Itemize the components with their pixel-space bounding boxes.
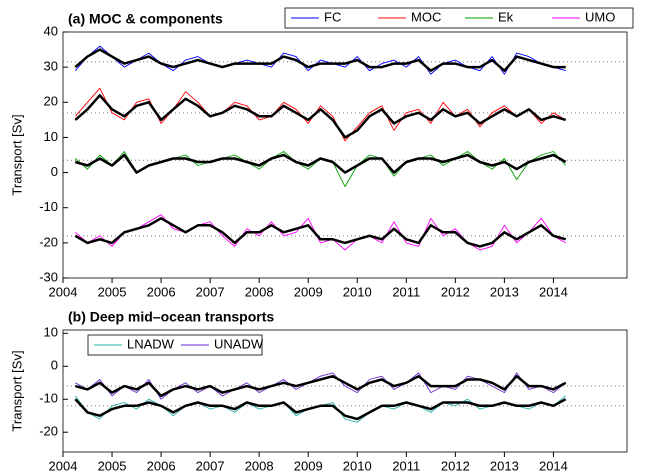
x-tick-label: 2008 [245,458,274,473]
x-tick-label: 2008 [245,284,274,299]
smoothed-line [74,398,567,421]
x-tick-label: 2010 [343,458,372,473]
legend-box [87,334,263,356]
x-tick-label: 2013 [490,284,519,299]
series-line [75,372,566,400]
legend-label: Ek [498,9,514,24]
series-line [75,214,566,251]
y-axis-label: Transport [Sv] [9,350,24,431]
y-tick-label: 10 [44,129,58,144]
x-tick-label: 2004 [49,458,78,473]
x-tick-label: 2007 [196,458,225,473]
y-tick-label: -10 [39,391,58,406]
legend-box [284,7,634,29]
plot-frame [62,31,628,279]
legend: LNADW UNADW [87,334,264,356]
x-tick-label: 2006 [147,458,176,473]
smoothed-line [74,217,567,248]
smoothed-line [74,48,566,72]
x-tick-label: 2013 [490,458,519,473]
legend: FC MOC Ek UMO [284,7,634,29]
x-tick-label: 2007 [196,284,225,299]
x-tick-label: 2012 [441,284,470,299]
y-tick-label: 20 [44,94,58,109]
y-tick-label: 30 [44,59,58,74]
series-line [75,151,567,188]
y-tick-label: 0 [51,164,58,179]
smoothed-line [74,94,567,139]
x-tick-label: 2010 [343,284,372,299]
x-tick-label: 2009 [294,284,323,299]
y-tick-label: -10 [39,199,58,214]
y-tick-label: 0 [51,358,58,373]
legend-label: MOC [411,9,441,24]
x-tick-label: 2011 [392,284,420,299]
y-tick-label: 10 [44,325,58,340]
legend-label: FC [324,9,341,24]
series-line [74,395,566,423]
y-tick-label: -20 [39,424,58,439]
plot-frame [62,329,628,453]
legend-label: UMO [585,9,615,24]
x-tick-label: 2014 [539,458,568,473]
y-tick-label: 40 [44,23,58,38]
series-line [74,87,566,142]
chart-title: (a) MOC & components [68,11,223,27]
x-tick-label: 2009 [294,458,323,473]
legend-label: LNADW [127,336,175,351]
legend-label: UNADW [214,336,264,351]
x-tick-label: 2012 [441,458,470,473]
y-tick-label: -20 [39,234,58,249]
chart-title: (b) Deep mid–ocean transports [68,309,274,325]
x-tick-label: 2006 [147,284,176,299]
y-tick-label: -30 [39,269,58,284]
x-tick-label: 2011 [392,458,420,473]
x-tick-label: 2014 [539,284,568,299]
y-axis-label: Transport [Sv] [9,114,24,195]
x-tick-label: 2005 [98,284,127,299]
smoothed-line [74,374,567,398]
smoothed-line [74,153,567,174]
x-tick-label: 2005 [98,458,127,473]
x-tick-label: 2004 [49,284,78,299]
